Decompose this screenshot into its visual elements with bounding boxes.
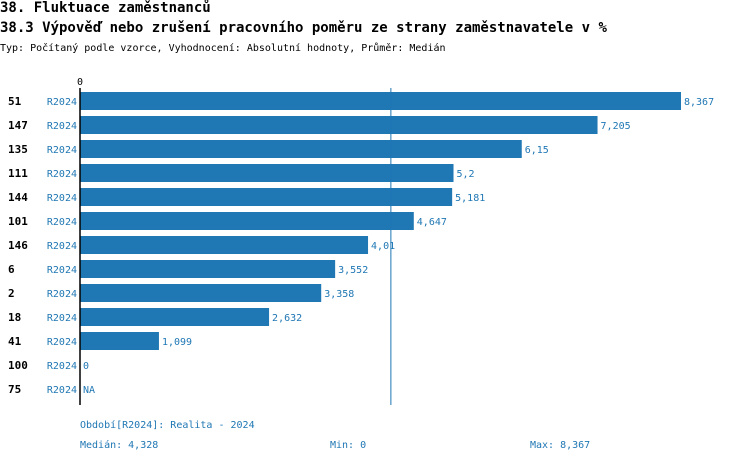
- value-label: 5,181: [455, 193, 485, 204]
- value-label: 1,099: [162, 337, 192, 348]
- footer-median: Medián: 4,328: [80, 440, 159, 451]
- value-label: 3,552: [338, 265, 368, 276]
- value-label: NA: [83, 385, 95, 396]
- bar: [80, 116, 598, 134]
- series-label: R2024: [47, 289, 77, 300]
- value-label: 2,632: [272, 313, 302, 324]
- chart-info: Typ: Počítaný podle vzorce, Vyhodnocení:…: [0, 43, 446, 54]
- series-label: R2024: [47, 313, 77, 324]
- footer-max: Max: 8,367: [530, 440, 591, 451]
- value-label: 4,01: [371, 241, 395, 252]
- bar: [80, 332, 159, 350]
- series-label: R2024: [47, 97, 77, 108]
- category-label: 51: [8, 95, 22, 108]
- bar: [80, 164, 454, 182]
- bar: [80, 284, 322, 302]
- bar: [80, 212, 414, 230]
- category-label: 144: [8, 191, 28, 204]
- footer-period: Období[R2024]: Realita - 2024: [80, 420, 255, 431]
- x-tick-label: 0: [77, 77, 83, 88]
- value-label: 5,2: [457, 169, 475, 180]
- bar: [80, 92, 681, 110]
- category-label: 146: [8, 239, 28, 252]
- bar: [80, 308, 270, 326]
- series-label: R2024: [47, 121, 77, 132]
- category-label: 6: [8, 263, 15, 276]
- footer-min: Min: 0: [330, 440, 367, 451]
- value-label: 7,205: [601, 121, 631, 132]
- category-label: 18: [8, 311, 21, 324]
- bar: [80, 140, 522, 158]
- series-label: R2024: [47, 217, 77, 228]
- chart-title: 38.3 Výpověď nebo zrušení pracovního pom…: [0, 20, 607, 36]
- series-label: R2024: [47, 385, 77, 396]
- bar: [80, 260, 336, 278]
- category-label: 100: [8, 359, 28, 372]
- value-label: 8,367: [684, 97, 714, 108]
- page-title: 38. Fluktuace zaměstnanců: [0, 0, 211, 16]
- category-label: 147: [8, 119, 28, 132]
- series-label: R2024: [47, 169, 77, 180]
- value-label: 0: [83, 361, 89, 372]
- series-label: R2024: [47, 241, 77, 252]
- bar: [80, 188, 453, 206]
- series-label: R2024: [47, 265, 77, 276]
- category-label: 75: [8, 383, 21, 396]
- series-label: R2024: [47, 337, 77, 348]
- series-label: R2024: [47, 145, 77, 156]
- value-label: 6,15: [525, 145, 549, 156]
- category-label: 111: [8, 167, 28, 180]
- category-label: 2: [8, 287, 15, 300]
- series-label: R2024: [47, 193, 77, 204]
- category-label: 101: [8, 215, 28, 228]
- category-label: 41: [8, 335, 22, 348]
- bar: [80, 236, 369, 254]
- value-label: 4,647: [417, 217, 447, 228]
- series-label: R2024: [47, 361, 77, 372]
- category-label: 135: [8, 143, 28, 156]
- value-label: 3,358: [324, 289, 354, 300]
